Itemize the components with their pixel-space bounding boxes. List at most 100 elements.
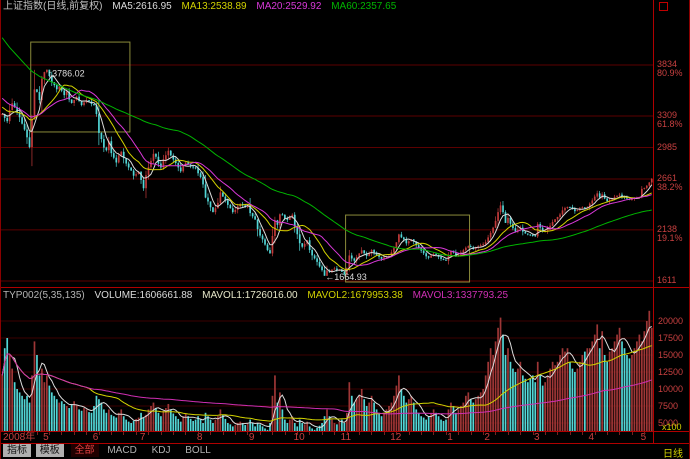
price-axis-label: 2985 bbox=[657, 141, 678, 152]
volume-bar bbox=[244, 425, 247, 431]
volume-bar bbox=[83, 408, 85, 431]
date-tick bbox=[247, 432, 249, 435]
volume-bar bbox=[492, 355, 494, 431]
month-label: 12 bbox=[390, 432, 402, 443]
volume-bar bbox=[78, 409, 80, 431]
volume-bar bbox=[427, 416, 430, 431]
volume-bar bbox=[182, 416, 185, 431]
date-tick bbox=[334, 432, 336, 435]
candle-body bbox=[378, 254, 380, 257]
candle-body bbox=[209, 201, 212, 208]
candle-body bbox=[132, 170, 135, 176]
candle-body bbox=[127, 163, 130, 168]
tab-template[interactable]: 模板 bbox=[35, 444, 64, 457]
volume-bar bbox=[442, 420, 445, 431]
date-tick bbox=[98, 432, 100, 435]
volume-bar bbox=[497, 327, 499, 431]
candle-body bbox=[514, 228, 517, 232]
volume-bar bbox=[308, 426, 311, 431]
volume-bar bbox=[621, 341, 623, 431]
candle-body bbox=[135, 174, 137, 176]
month-label: 11 bbox=[340, 432, 352, 443]
volume-bar bbox=[499, 317, 502, 431]
candle-body bbox=[407, 241, 410, 244]
ma5-line bbox=[1, 75, 653, 273]
volume-bar bbox=[174, 416, 177, 431]
volume-bar bbox=[417, 412, 420, 431]
candle-body bbox=[643, 187, 646, 189]
volume-bar bbox=[108, 409, 110, 431]
candle-body bbox=[112, 153, 115, 158]
ma13-value: MA13:2538.89 bbox=[181, 1, 247, 12]
volume-bar bbox=[140, 412, 142, 431]
volume-bar bbox=[638, 334, 641, 431]
volume-bar bbox=[474, 399, 477, 431]
volume-bar bbox=[48, 385, 51, 431]
volume-bar bbox=[435, 412, 437, 431]
volume-bar bbox=[390, 402, 393, 431]
volume-axis-label: 20000 bbox=[658, 316, 684, 326]
volume-bar bbox=[574, 372, 576, 431]
volume-bar bbox=[556, 361, 559, 431]
volume-bar bbox=[328, 416, 331, 431]
candle-body bbox=[266, 244, 269, 251]
candle-body bbox=[368, 253, 371, 256]
candle-body bbox=[380, 256, 383, 259]
volume-bar bbox=[373, 402, 375, 431]
volume-bar bbox=[514, 372, 517, 431]
volume-bar bbox=[249, 419, 252, 431]
candle-body bbox=[70, 99, 73, 103]
candle-body bbox=[43, 72, 46, 79]
volume-bar bbox=[370, 395, 373, 431]
volume-bar bbox=[341, 419, 343, 431]
volume-bar bbox=[130, 423, 133, 431]
volume-chart[interactable] bbox=[1, 304, 653, 431]
volume-bar bbox=[504, 355, 507, 431]
candle-body bbox=[479, 245, 482, 247]
toolbar-item-all[interactable]: 全部 bbox=[70, 444, 99, 457]
candle-body bbox=[21, 117, 23, 124]
price-chart[interactable]: ↑3786.02 ←1664.93 bbox=[1, 13, 653, 287]
toolbar-item-kdj[interactable]: KDJ bbox=[151, 445, 171, 456]
volume-bar bbox=[184, 413, 187, 431]
date-tick bbox=[383, 432, 385, 435]
volume-bar bbox=[224, 418, 227, 431]
volume-bar bbox=[616, 334, 618, 431]
date-tick bbox=[148, 432, 150, 435]
price-axis-label: 1611 bbox=[657, 275, 677, 286]
toolbar-item-boll[interactable]: BOLL bbox=[185, 445, 211, 456]
candle-body bbox=[487, 237, 490, 243]
volume-bar bbox=[145, 414, 147, 431]
candle-body bbox=[606, 198, 608, 202]
volume-bar bbox=[626, 355, 628, 431]
candle-body bbox=[184, 162, 187, 166]
toolbar-item-macd[interactable]: MACD bbox=[107, 445, 137, 456]
candle-body bbox=[172, 155, 175, 160]
high-price-annotation: ↑3786.02 bbox=[48, 69, 85, 79]
candle-body bbox=[219, 192, 222, 203]
candle-body bbox=[298, 234, 301, 244]
candle-body bbox=[162, 159, 165, 168]
candle-body bbox=[576, 210, 579, 212]
volume-bar bbox=[70, 403, 73, 431]
volume-bar bbox=[581, 355, 584, 431]
volume-bar bbox=[472, 402, 475, 431]
volume-bar bbox=[641, 341, 643, 431]
date-tick bbox=[631, 432, 633, 435]
candle-body bbox=[286, 217, 289, 220]
volume-bar bbox=[482, 389, 485, 431]
volume-bar bbox=[494, 341, 497, 431]
volume-bar bbox=[336, 424, 338, 431]
volume-bar bbox=[135, 418, 137, 431]
candle-body bbox=[400, 234, 403, 238]
candle-body bbox=[529, 234, 532, 236]
volume-bar bbox=[296, 426, 299, 431]
candle-body bbox=[593, 196, 596, 201]
candle-body bbox=[321, 266, 323, 271]
tab-indicator[interactable]: 指标 bbox=[3, 444, 31, 457]
candle-body bbox=[276, 220, 279, 225]
date-tick bbox=[470, 432, 472, 435]
candle-body bbox=[509, 217, 512, 224]
volume-bar bbox=[469, 399, 472, 431]
